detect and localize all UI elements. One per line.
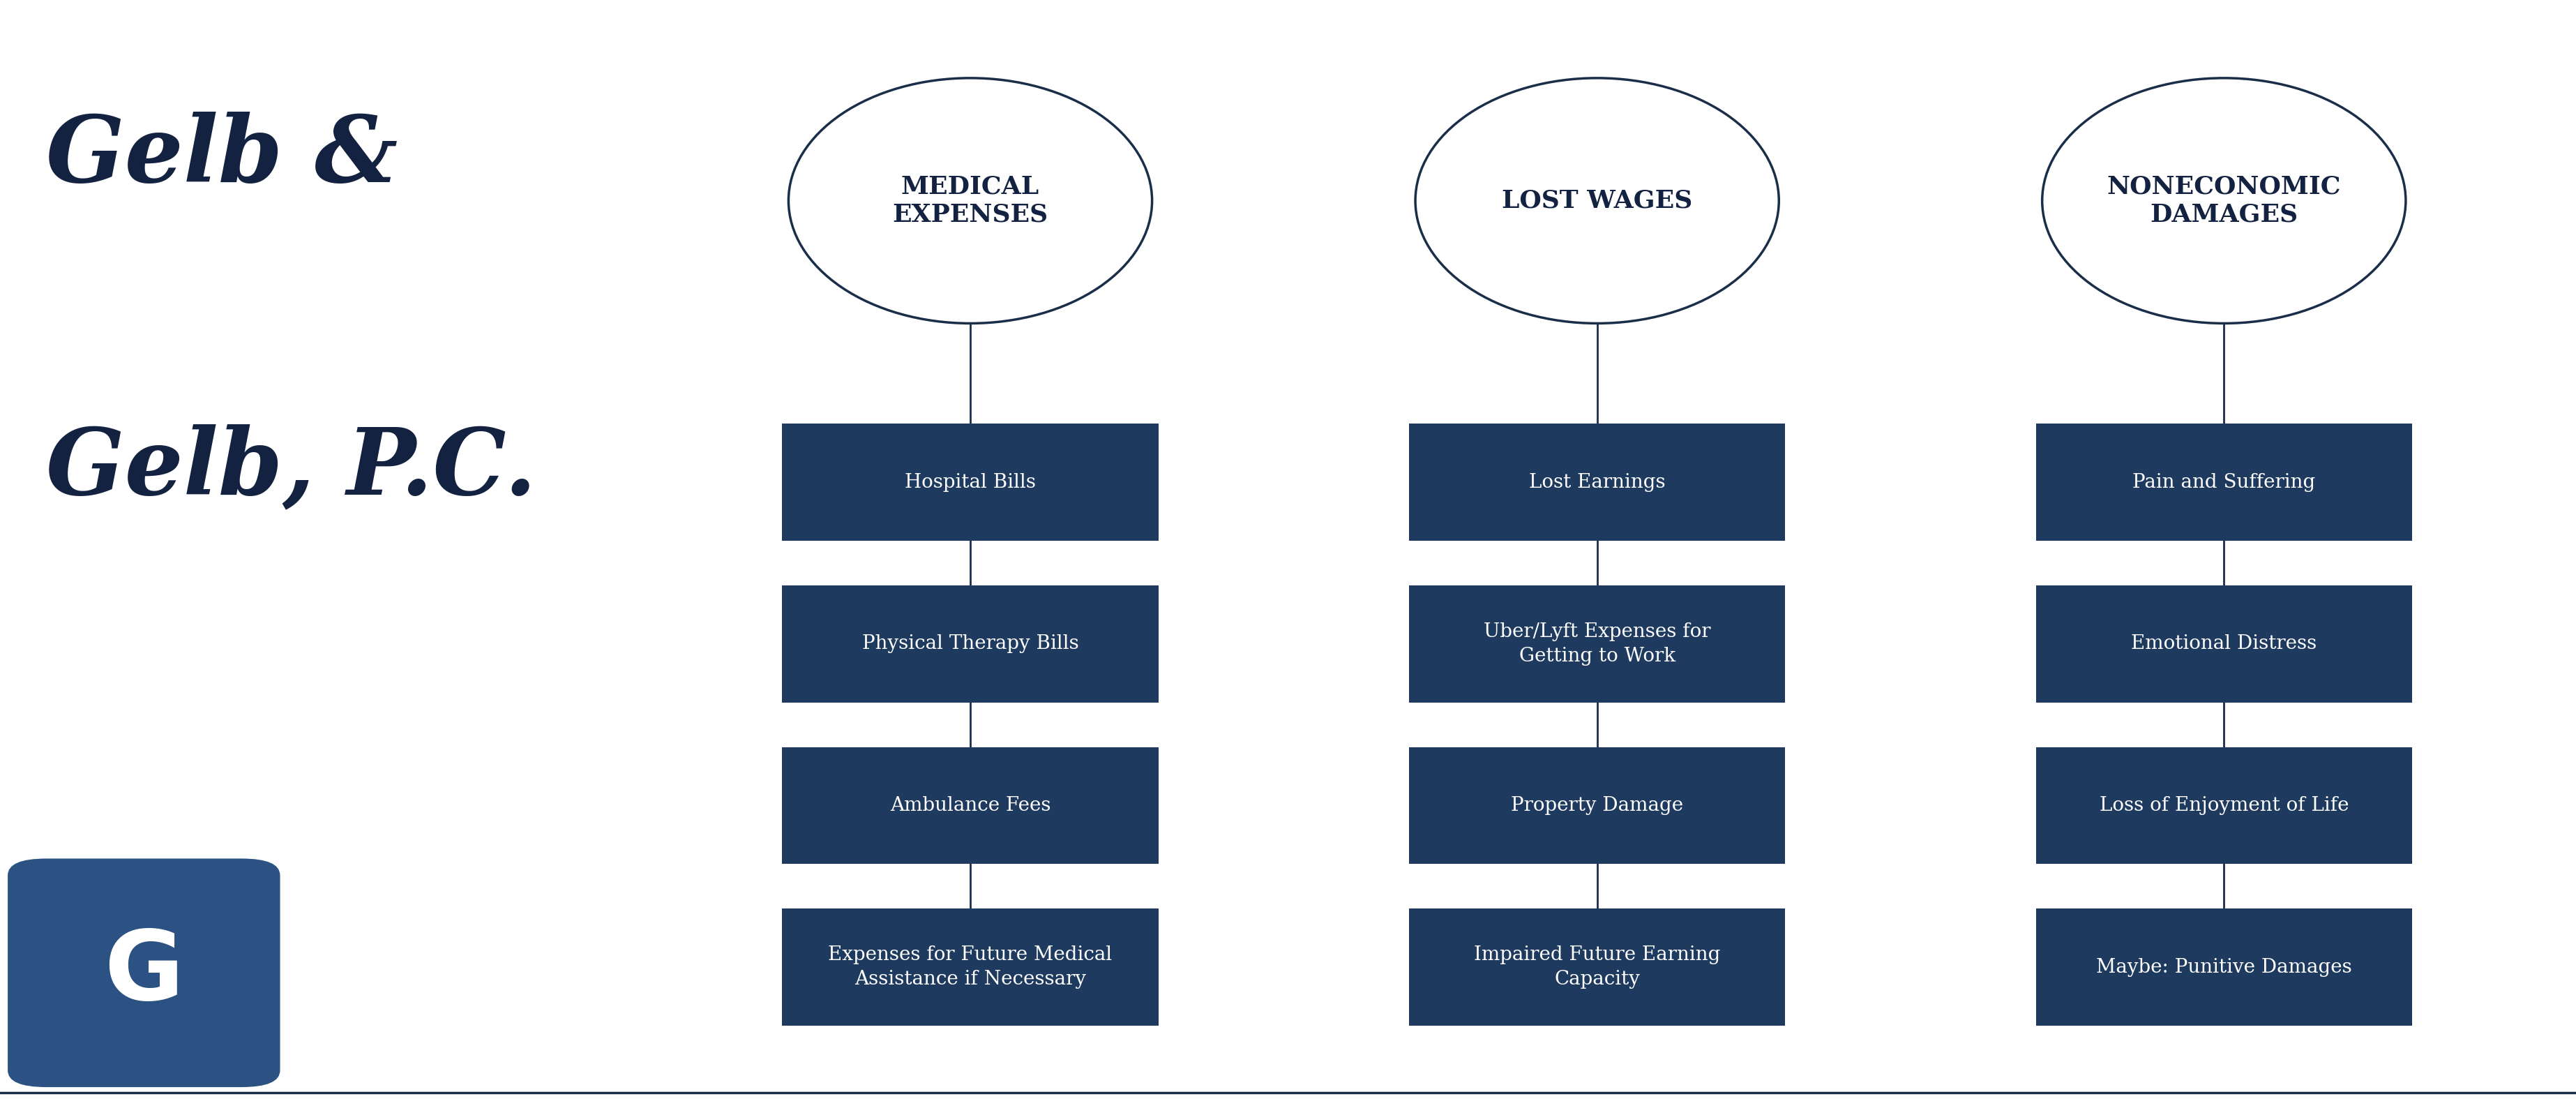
- Text: Property Damage: Property Damage: [1512, 796, 1682, 815]
- Ellipse shape: [1414, 78, 1780, 323]
- FancyBboxPatch shape: [1409, 424, 1785, 541]
- Text: Hospital Bills: Hospital Bills: [904, 473, 1036, 492]
- Text: LOST WAGES: LOST WAGES: [1502, 188, 1692, 213]
- FancyBboxPatch shape: [1409, 747, 1785, 864]
- Text: Expenses for Future Medical
Assistance if Necessary: Expenses for Future Medical Assistance i…: [829, 946, 1113, 989]
- FancyBboxPatch shape: [783, 424, 1159, 541]
- FancyBboxPatch shape: [783, 747, 1159, 864]
- Text: Maybe: Punitive Damages: Maybe: Punitive Damages: [2097, 958, 2352, 977]
- Text: Impaired Future Earning
Capacity: Impaired Future Earning Capacity: [1473, 946, 1721, 989]
- FancyBboxPatch shape: [1409, 585, 1785, 702]
- FancyBboxPatch shape: [783, 585, 1159, 702]
- FancyBboxPatch shape: [2035, 909, 2411, 1026]
- Text: Gelb, P.C.: Gelb, P.C.: [46, 424, 536, 514]
- FancyBboxPatch shape: [783, 909, 1159, 1026]
- Text: MEDICAL
EXPENSES: MEDICAL EXPENSES: [891, 175, 1048, 226]
- Text: Lost Earnings: Lost Earnings: [1530, 473, 1664, 492]
- Text: Loss of Enjoyment of Life: Loss of Enjoyment of Life: [2099, 796, 2349, 815]
- Ellipse shape: [2043, 78, 2406, 323]
- FancyBboxPatch shape: [2035, 747, 2411, 864]
- Text: G: G: [103, 925, 183, 1020]
- Text: Physical Therapy Bills: Physical Therapy Bills: [863, 634, 1079, 653]
- Text: Uber/Lyft Expenses for
Getting to Work: Uber/Lyft Expenses for Getting to Work: [1484, 622, 1710, 666]
- Ellipse shape: [788, 78, 1151, 323]
- FancyBboxPatch shape: [2035, 424, 2411, 541]
- Text: NONECONOMIC
DAMAGES: NONECONOMIC DAMAGES: [2107, 175, 2342, 226]
- FancyBboxPatch shape: [2035, 585, 2411, 702]
- FancyBboxPatch shape: [8, 859, 281, 1087]
- Text: Emotional Distress: Emotional Distress: [2130, 634, 2316, 653]
- Text: Gelb &: Gelb &: [46, 112, 399, 202]
- Text: Pain and Suffering: Pain and Suffering: [2133, 473, 2316, 492]
- FancyBboxPatch shape: [1409, 909, 1785, 1026]
- Text: Ambulance Fees: Ambulance Fees: [889, 796, 1051, 815]
